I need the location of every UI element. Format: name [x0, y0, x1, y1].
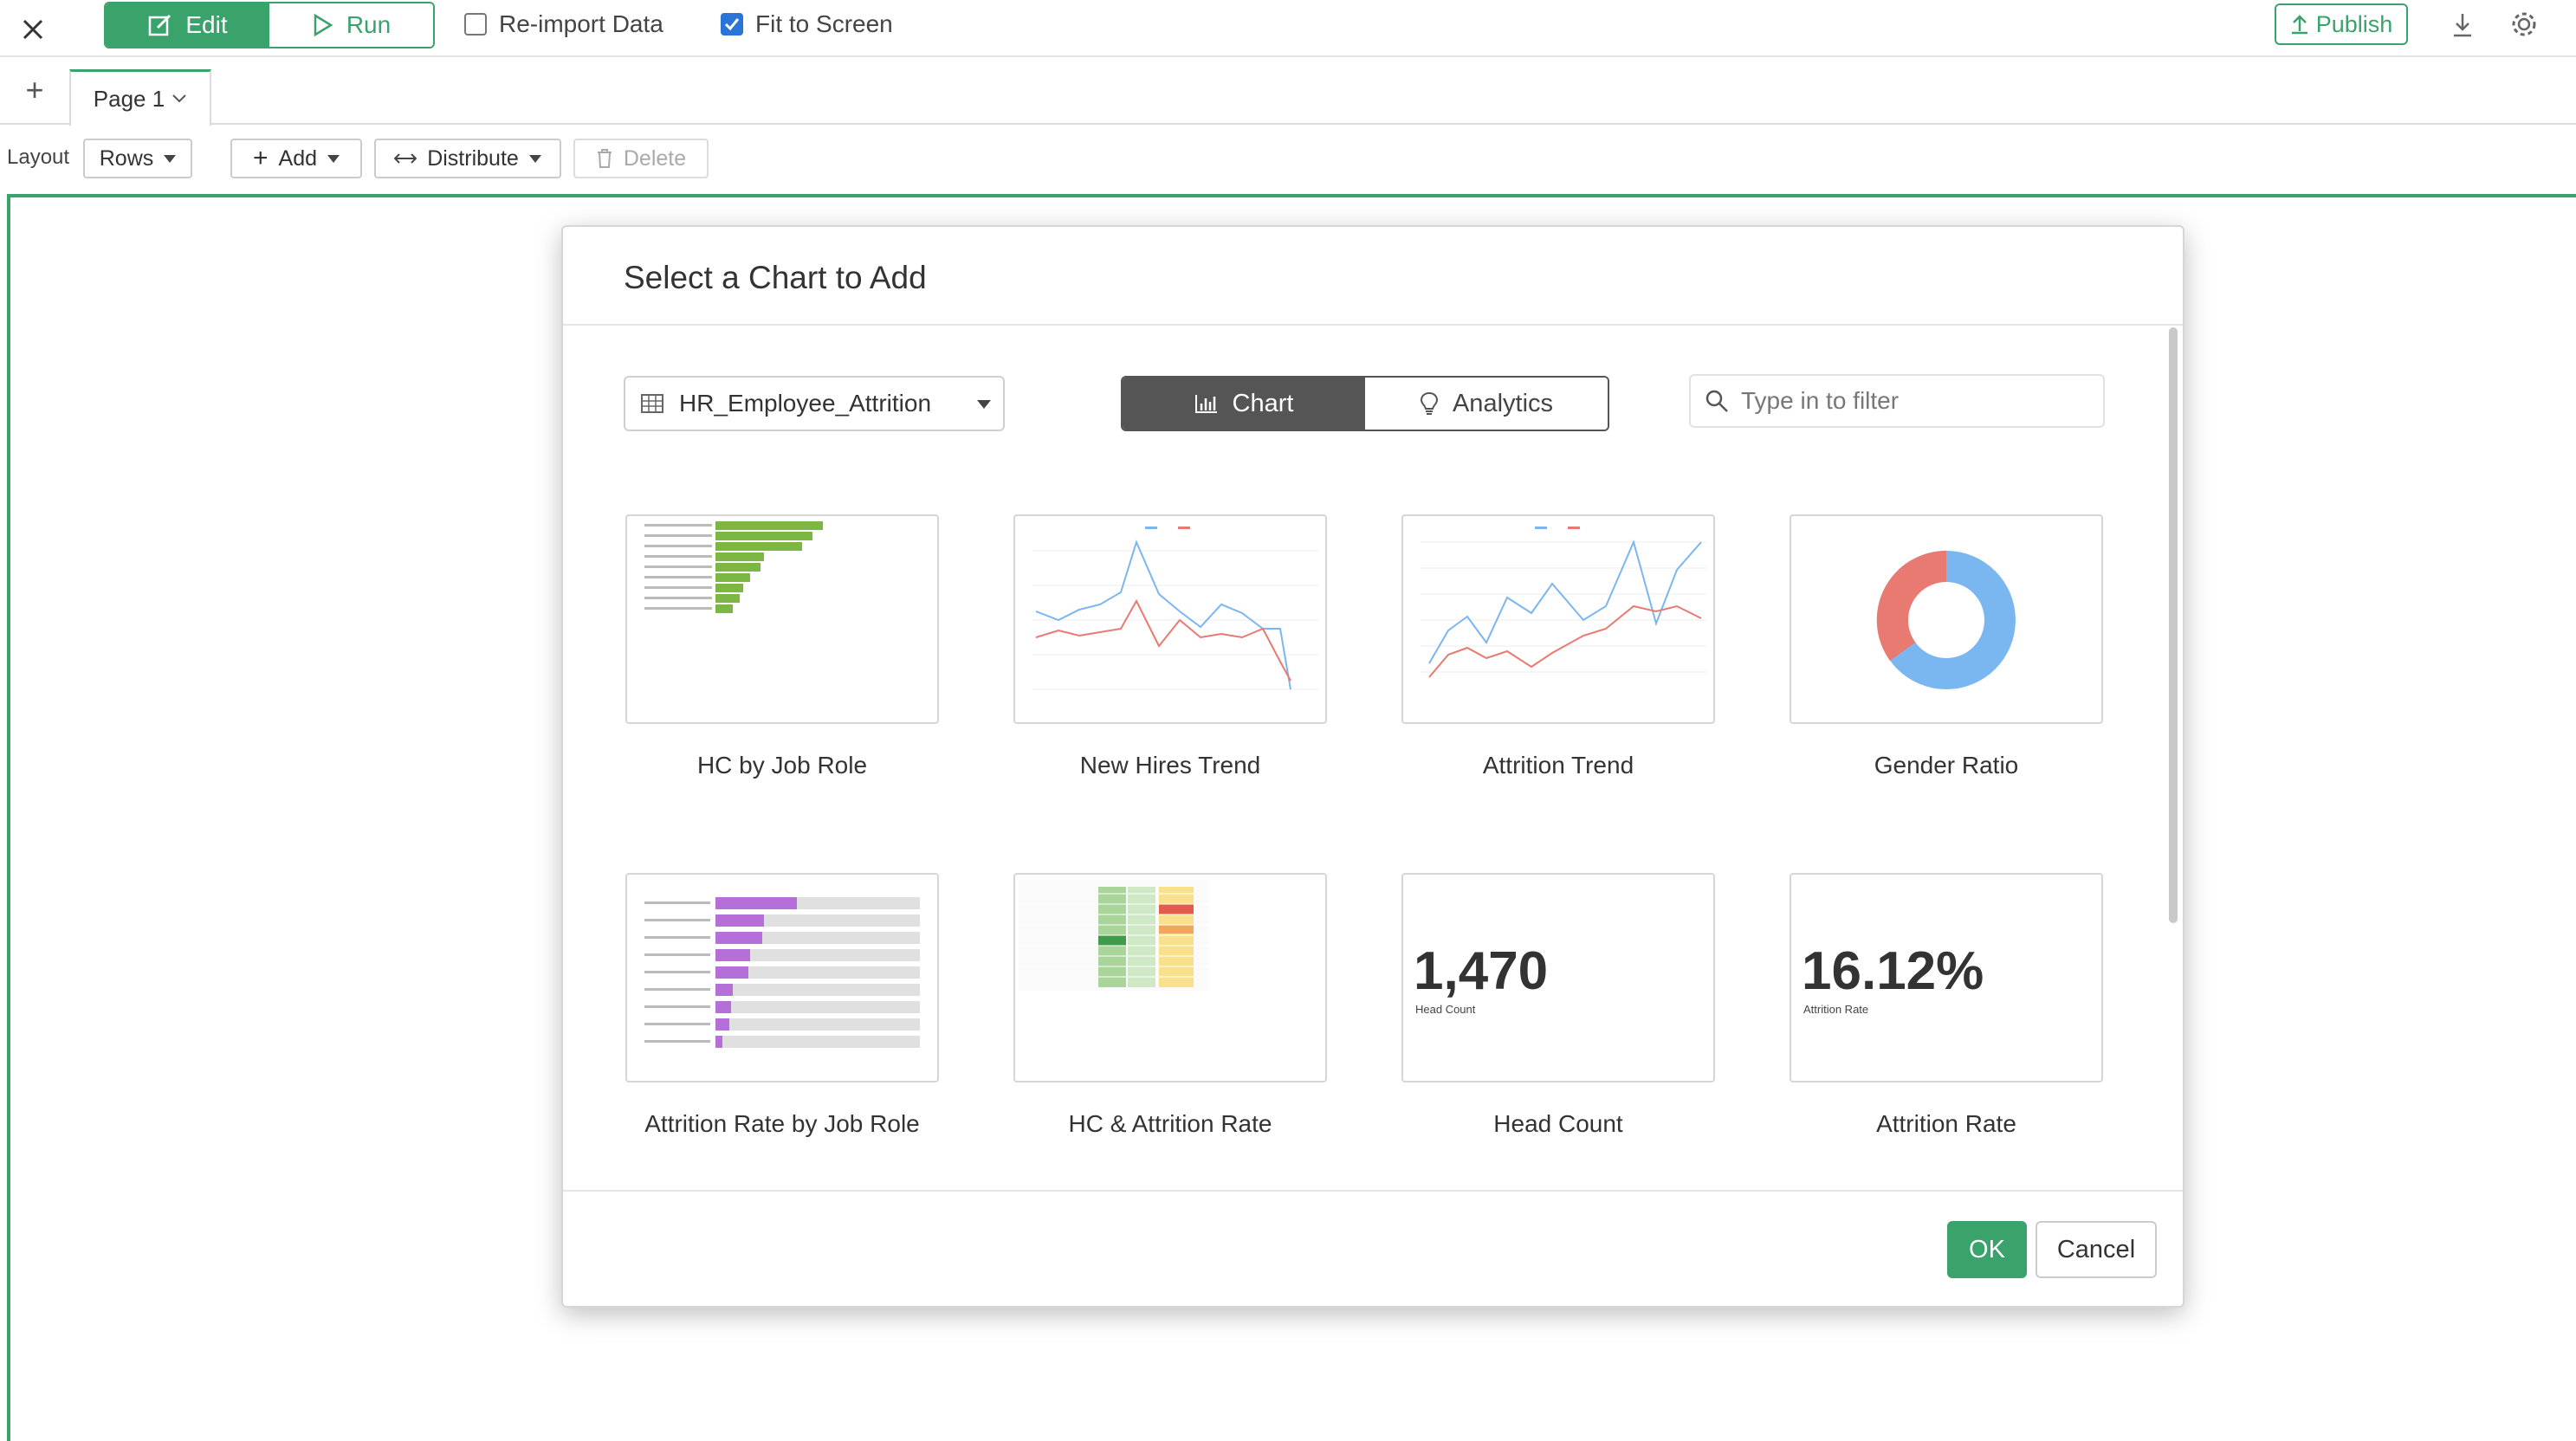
layout-toolbar: Layout Rows + Add Distribute Delete — [0, 130, 2576, 191]
chevron-down-icon — [172, 94, 186, 103]
plus-icon: + — [252, 144, 269, 172]
card-label: Attrition Trend — [1482, 752, 1634, 779]
add-button[interactable]: + Add — [230, 139, 362, 178]
checkbox-checked-icon[interactable] — [721, 13, 743, 36]
chart-card-new-hires-trend[interactable] — [1013, 514, 1327, 724]
divider — [563, 1190, 2183, 1192]
chart-card-hc-attrition-rate[interactable] — [1013, 873, 1327, 1082]
chart-analytics-toggle: Chart Analytics — [1121, 376, 1609, 431]
distribute-button[interactable]: Distribute — [374, 139, 561, 178]
line-chart-thumbnail — [1032, 527, 1318, 690]
gear-icon[interactable] — [2508, 9, 2540, 40]
delete-label: Delete — [623, 145, 687, 171]
tab-chart-label: Chart — [1232, 389, 1294, 417]
caret-down-icon — [528, 154, 541, 163]
card-label: Gender Ratio — [1874, 752, 2019, 779]
divider — [563, 324, 2183, 326]
card-label: Attrition Rate — [1876, 1110, 2016, 1137]
card-label: Head Count — [1493, 1110, 1623, 1137]
top-bar: Edit Run Re-import Data Fit to Screen Pu… — [0, 0, 2576, 57]
search-icon — [1705, 390, 1728, 412]
close-icon[interactable] — [12, 9, 54, 50]
caret-down-icon — [327, 154, 340, 163]
bar-chart-icon — [1194, 395, 1217, 413]
table-heatmap-thumbnail — [1019, 880, 1209, 991]
dataset-name: HR_Employee_Attrition — [679, 390, 932, 417]
filter-box — [1689, 374, 2105, 428]
chart-card-hc-by-job-role[interactable] — [625, 514, 939, 724]
chart-card-attrition-trend[interactable] — [1401, 514, 1715, 724]
ok-button[interactable]: OK — [1947, 1221, 2027, 1278]
mode-switch: Edit Run — [104, 2, 435, 48]
tab-page-1[interactable]: Page 1 — [69, 69, 211, 126]
download-icon[interactable] — [2448, 10, 2477, 40]
publish-button[interactable]: Publish — [2275, 3, 2408, 45]
caret-down-icon — [164, 154, 177, 163]
upload-icon — [2291, 15, 2307, 35]
card-label: Attrition Rate by Job Role — [644, 1110, 920, 1137]
chart-card-attrition-rate[interactable]: 16.12% Attrition Rate — [1790, 873, 2103, 1082]
edit-button[interactable]: Edit — [106, 3, 269, 47]
checkbox-unchecked-icon[interactable] — [464, 13, 487, 36]
fit-to-screen-checkbox[interactable]: Fit to Screen — [721, 10, 893, 38]
run-button[interactable]: Run — [269, 3, 433, 47]
lightbulb-icon — [1420, 391, 1438, 415]
page-tab-label: Page 1 — [93, 85, 165, 112]
caret-down-icon — [977, 400, 991, 409]
stacked-bar-thumbnail — [644, 897, 920, 1048]
distribute-icon — [394, 153, 417, 164]
table-icon — [641, 394, 663, 413]
tab-chart[interactable]: Chart — [1123, 378, 1365, 430]
distribute-label: Distribute — [427, 145, 519, 171]
dataset-dropdown[interactable]: HR_Employee_Attrition — [624, 376, 1005, 431]
fit-to-screen-label: Fit to Screen — [755, 10, 893, 37]
add-page-icon[interactable]: + — [25, 72, 44, 107]
attrition-rate-value: 16.12% — [1802, 941, 1984, 1001]
rows-label: Rows — [99, 145, 154, 171]
select-chart-dialog: Select a Chart to Add HR_Employee_Attrit… — [561, 225, 2184, 1308]
chart-card-attrition-rate-by-job-role[interactable] — [625, 873, 939, 1082]
layout-label: Layout — [7, 145, 70, 169]
card-label: HC & Attrition Rate — [1068, 1110, 1272, 1137]
rows-dropdown[interactable]: Rows — [83, 139, 192, 178]
donut-chart-thumbnail — [1876, 550, 2016, 689]
add-label: Add — [278, 145, 317, 171]
filter-input[interactable] — [1739, 386, 2089, 416]
line-chart-thumbnail — [1421, 527, 1706, 678]
horizontal-bar-thumbnail — [644, 521, 823, 613]
delete-button[interactable]: Delete — [573, 139, 709, 178]
page-tab-bar: + Page 1 — [0, 57, 2576, 126]
reimport-data-checkbox[interactable]: Re-import Data — [464, 10, 663, 38]
head-count-value: 1,470 — [1414, 941, 1549, 1001]
scrollbar[interactable] — [2169, 327, 2178, 923]
play-icon — [314, 13, 333, 37]
run-label: Run — [346, 11, 392, 38]
card-label: HC by Job Role — [696, 752, 868, 779]
head-count-caption: Head Count — [1415, 1003, 1476, 1016]
attrition-rate-caption: Attrition Rate — [1803, 1003, 1869, 1016]
tab-analytics-label: Analytics — [1452, 389, 1554, 417]
cancel-button[interactable]: Cancel — [2036, 1221, 2157, 1278]
tab-analytics[interactable]: Analytics — [1365, 378, 1608, 430]
edit-icon — [149, 14, 172, 36]
chart-card-head-count[interactable]: 1,470 Head Count — [1401, 873, 1715, 1082]
trash-icon — [597, 149, 612, 168]
edit-label: Edit — [185, 11, 228, 38]
dialog-title: Select a Chart to Add — [624, 260, 927, 295]
chart-card-gender-ratio[interactable] — [1790, 514, 2103, 724]
publish-label: Publish — [2315, 10, 2393, 37]
reimport-label: Re-import Data — [499, 10, 663, 37]
card-label: New Hires Trend — [1079, 752, 1261, 779]
